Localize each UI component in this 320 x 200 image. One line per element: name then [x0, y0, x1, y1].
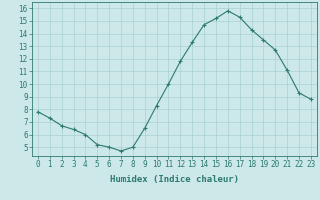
X-axis label: Humidex (Indice chaleur): Humidex (Indice chaleur): [110, 175, 239, 184]
